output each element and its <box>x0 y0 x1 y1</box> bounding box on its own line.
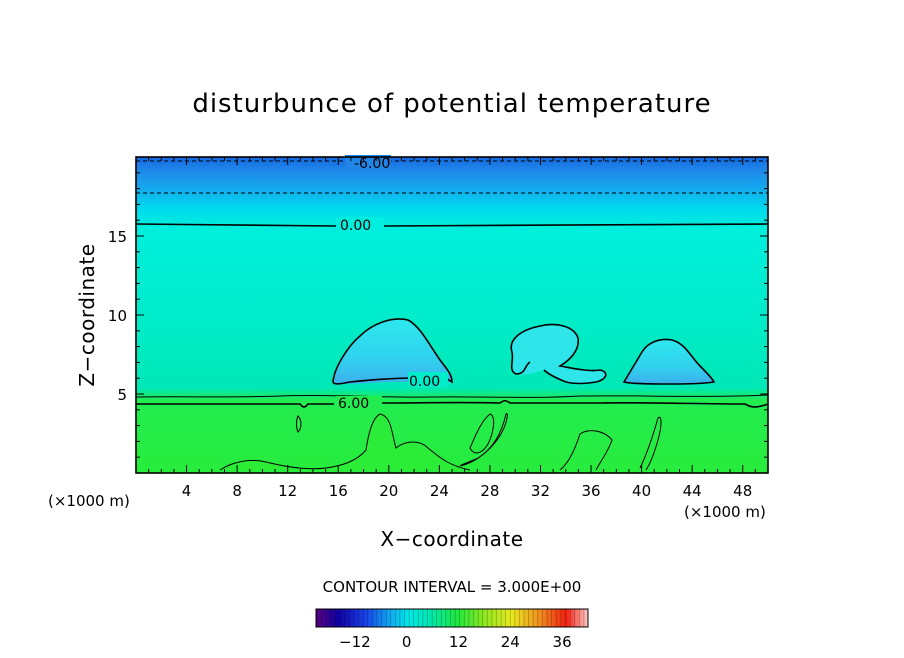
x-unit-left: (×1000 m) <box>48 492 130 510</box>
x-tick-label: 44 <box>683 482 702 500</box>
contour-bubble-middle <box>510 323 607 385</box>
x-tick-label: 16 <box>329 482 348 500</box>
contour-label: 0.00 <box>340 218 371 234</box>
x-unit-right: (×1000 m) <box>684 503 766 521</box>
contour-low-4 <box>559 430 613 471</box>
colorbar-tick-label: 0 <box>402 633 412 651</box>
y-tick-label: 10 <box>108 307 127 325</box>
contour-zero-lower-a <box>136 394 768 398</box>
plot-area <box>136 157 768 473</box>
colorbar-tick-label: 24 <box>501 633 520 651</box>
x-tick-label: 8 <box>232 482 242 500</box>
contour-lines <box>136 160 768 471</box>
x-tick-label: 48 <box>733 482 752 500</box>
contour-low-5 <box>639 416 662 471</box>
x-tick-label: 24 <box>430 482 449 500</box>
x-tick-label: 36 <box>581 482 600 500</box>
contour-zero-upper <box>136 223 768 227</box>
x-axis-label: X−coordinate <box>380 527 523 551</box>
contour-low-3 <box>459 413 508 467</box>
contour-interval: CONTOUR INTERVAL = 3.000E+00 <box>323 578 582 596</box>
y-axis-label: Z−coordinate <box>75 243 99 386</box>
x-tick-label: 4 <box>182 482 192 500</box>
bubble-right <box>624 339 714 384</box>
y-tick-label: 15 <box>108 228 127 246</box>
bubble-left <box>333 318 452 384</box>
chart-title: disturbunce of potential temperature <box>192 89 711 119</box>
contour-label: 6.00 <box>338 396 369 412</box>
colorbar-tick-label: 12 <box>449 633 468 651</box>
colorbar-tick-label: −12 <box>339 633 371 651</box>
y-tick-label: 5 <box>117 386 127 404</box>
x-tick-label: 12 <box>278 482 297 500</box>
x-tick-label: 28 <box>480 482 499 500</box>
bubble-middle <box>511 324 606 384</box>
contour-low-6 <box>296 415 302 433</box>
contour-label: 0.00 <box>409 374 440 390</box>
y-axis: 5 10 15 <box>108 172 768 458</box>
contour-low-2 <box>469 413 495 454</box>
colorbar-ticks: −12 0 12 24 36 <box>339 633 572 651</box>
contour-bubble-right <box>622 338 716 385</box>
colorbar-tick-label: 36 <box>553 633 572 651</box>
low-level-shading <box>220 414 470 470</box>
field-background <box>136 157 768 473</box>
contour-label: -6.00 <box>354 156 390 172</box>
x-tick-label: 32 <box>531 482 550 500</box>
x-tick-label: 20 <box>379 482 398 500</box>
colorbar: −12 0 12 24 36 <box>315 608 589 651</box>
contour-low-1 <box>219 413 471 471</box>
x-tick-label: 40 <box>632 482 651 500</box>
contour-six <box>136 399 768 408</box>
x-axis: 4 8 12 16 20 24 28 32 36 40 44 48 <box>148 157 756 500</box>
